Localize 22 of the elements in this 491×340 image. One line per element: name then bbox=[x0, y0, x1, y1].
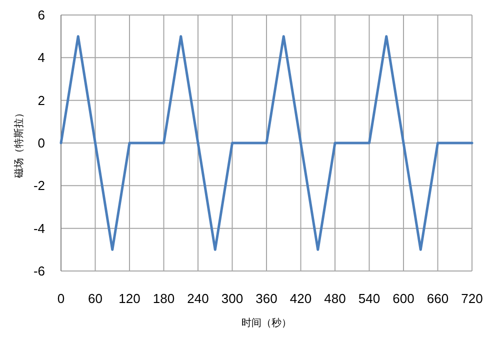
y-tick-label: -2 bbox=[33, 178, 45, 194]
x-tick-label: 660 bbox=[426, 291, 449, 306]
y-tick-label: 2 bbox=[38, 92, 45, 108]
x-tick-label: 480 bbox=[324, 291, 346, 306]
y-tick-label: 4 bbox=[38, 50, 45, 66]
x-tick-label: 540 bbox=[358, 291, 380, 306]
x-tick-label: 360 bbox=[256, 291, 278, 306]
y-tick-label: 0 bbox=[38, 136, 45, 150]
x-tick-label: 180 bbox=[152, 291, 175, 306]
y-tick-label: -6 bbox=[33, 264, 45, 278]
x-tick-label: 420 bbox=[290, 291, 312, 306]
y-tick-label: -4 bbox=[33, 220, 45, 236]
x-tick-label: 0 bbox=[57, 291, 65, 306]
x-axis-title: 时间（秒） bbox=[242, 317, 292, 329]
x-tick-label: 600 bbox=[392, 291, 414, 306]
x-tick-label: 240 bbox=[187, 291, 209, 306]
x-tick-label: 120 bbox=[118, 291, 140, 306]
y-tick-label: 6 bbox=[38, 8, 45, 22]
x-tick-label: 720 bbox=[461, 291, 483, 306]
y-axis-title: 磁场（特斯拉） bbox=[13, 108, 25, 179]
x-tick-label: 60 bbox=[88, 291, 102, 306]
x-tick-label: 300 bbox=[221, 291, 244, 306]
